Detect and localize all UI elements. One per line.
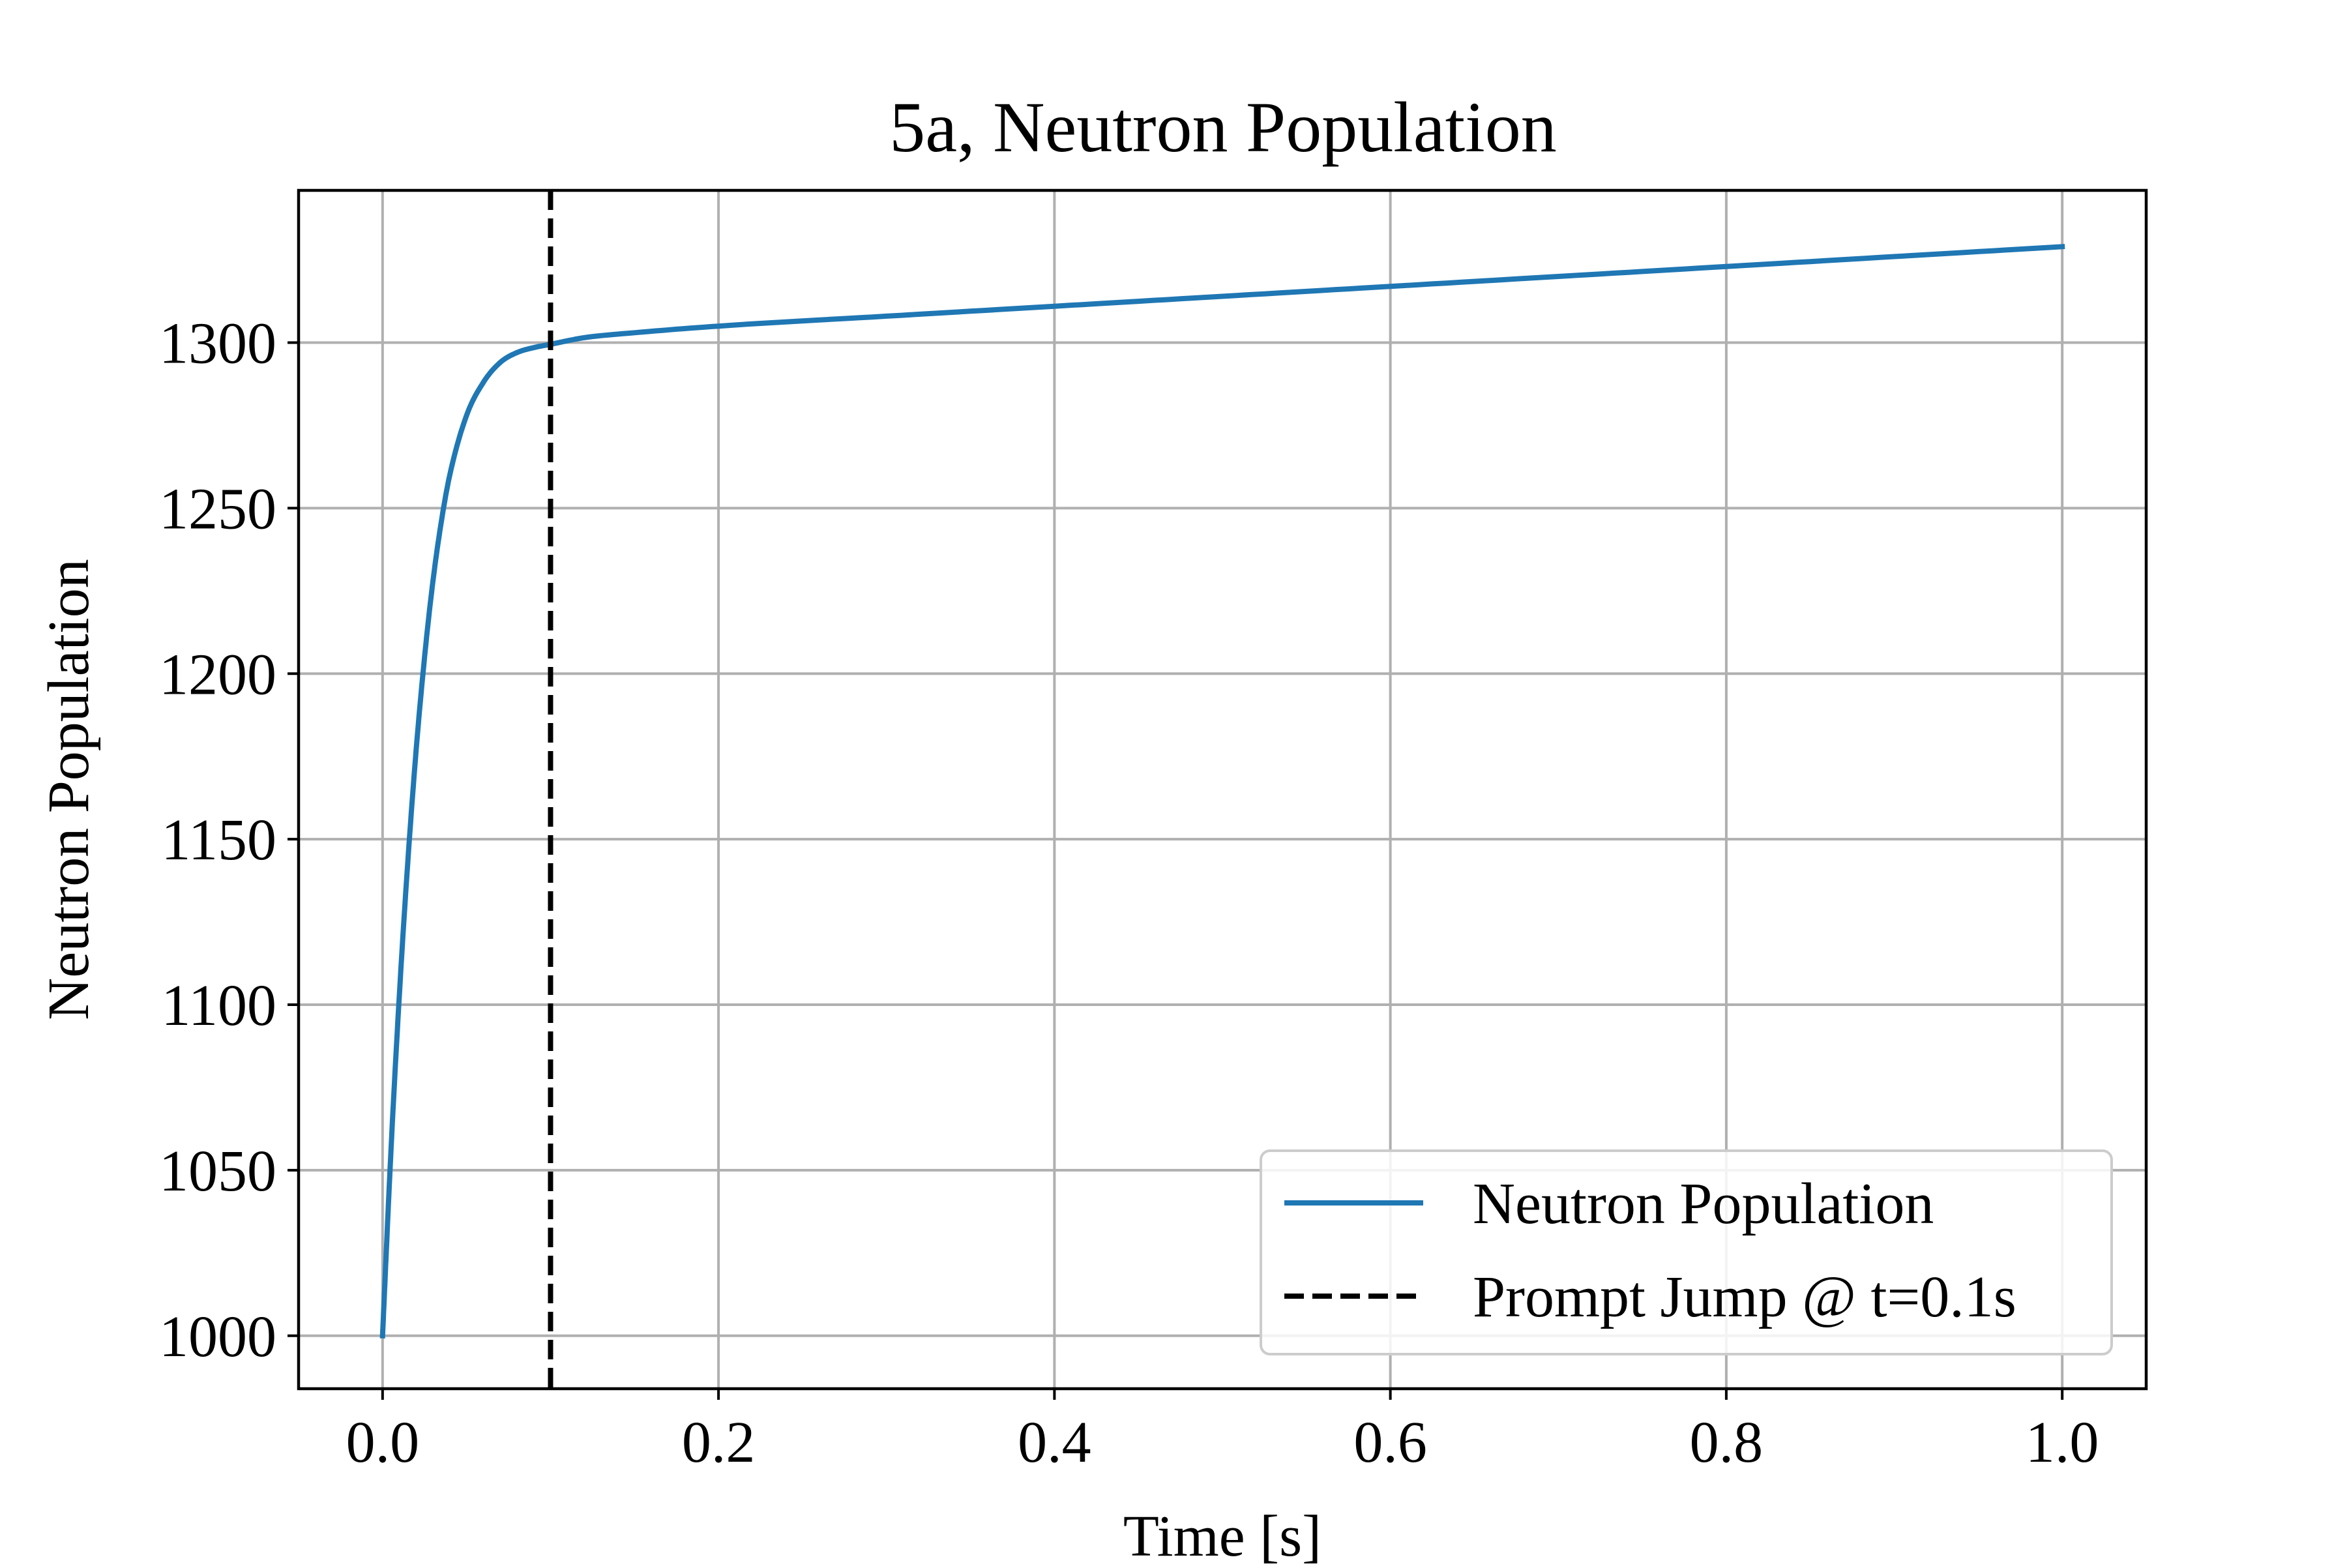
y-tick-label: 1200	[159, 642, 276, 707]
y-tick-label: 1250	[159, 477, 276, 541]
x-tick-label: 0.4	[1018, 1410, 1091, 1475]
y-tick-label: 1150	[161, 808, 276, 872]
plot-frame	[297, 188, 2148, 1391]
series-line-neutron-population	[379, 244, 2065, 1339]
tick-layer: 0.0 0.2 0.4 0.6 0.8 1.0 1000 1050 1100 1150 1200 12…	[159, 312, 2099, 1475]
x-tick-label: 0.8	[1690, 1410, 1764, 1475]
x-tick-label: 0.2	[682, 1410, 756, 1475]
legend: Neutron Population Prompt Jump @ t=0.1s	[1260, 1149, 2113, 1355]
y-tick-label: 1050	[159, 1139, 276, 1204]
x-tick-label: 1.0	[2026, 1410, 2099, 1475]
x-axis-label: Time [s]	[1123, 1504, 1321, 1565]
x-tick-label: 0.6	[1353, 1410, 1427, 1475]
legend-label-neutron-population: Neutron Population	[1473, 1172, 1934, 1236]
y-tick-label: 1100	[161, 973, 276, 1038]
plot-layer	[379, 190, 2065, 1389]
grid-layer	[299, 190, 2146, 1389]
chart-title: 5a, Neutron Population	[889, 87, 1556, 167]
legend-label-prompt-jump: Prompt Jump @ t=0.1s	[1473, 1265, 2016, 1329]
y-axis-label: Neutron Population	[37, 559, 101, 1020]
y-tick-label: 1300	[159, 312, 276, 376]
x-tick-label: 0.0	[346, 1410, 420, 1475]
y-tick-label: 1000	[159, 1305, 276, 1369]
legend-box	[1260, 1149, 2113, 1355]
